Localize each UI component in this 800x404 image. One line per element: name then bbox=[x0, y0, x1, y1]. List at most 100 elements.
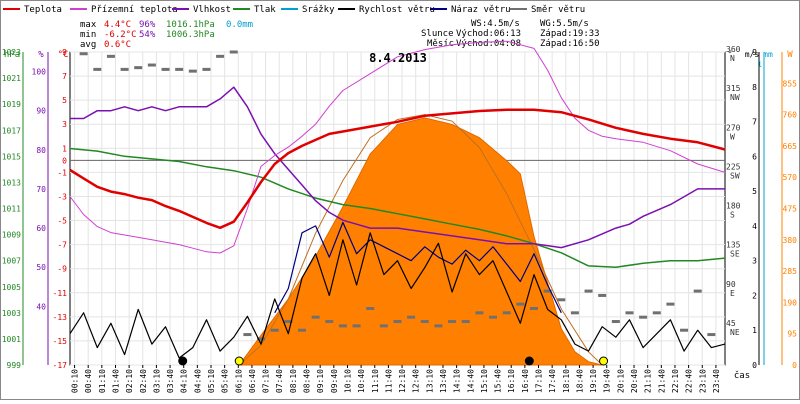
series-p-zemn-teplota bbox=[69, 40, 726, 254]
x-tick-label-20: 10:10 bbox=[343, 369, 352, 393]
x-tick-label-18: 09:10 bbox=[316, 369, 325, 393]
x-tick-label-21: 10:40 bbox=[357, 369, 366, 393]
series-teplota bbox=[69, 108, 726, 230]
x-tick-label-0: 00:10 bbox=[71, 369, 80, 393]
tick-temperature-7: -3 bbox=[57, 192, 67, 201]
x-tick-label-30: 15:10 bbox=[480, 369, 489, 393]
wind-direction-point-40 bbox=[625, 311, 634, 315]
tick-pressure-8: 1007 bbox=[2, 257, 21, 266]
compass-3: SW bbox=[730, 171, 740, 180]
series-n-raz-v-tru bbox=[274, 221, 562, 314]
x-tick-label-43: 21:40 bbox=[657, 369, 666, 393]
x-tick-label-47: 23:40 bbox=[712, 369, 721, 393]
wind-direction-point-20 bbox=[352, 324, 361, 328]
stats-max-rain: 0.0mm bbox=[226, 20, 253, 30]
wind-direction-point-19 bbox=[338, 324, 347, 328]
x-tick-label-38: 19:10 bbox=[589, 369, 598, 393]
tick-humidity-3: 70 bbox=[36, 185, 46, 194]
x-tick-label-23: 11:40 bbox=[384, 369, 393, 393]
stats-min-hum: 54% bbox=[139, 30, 156, 40]
wind-direction-point-11 bbox=[229, 50, 238, 54]
wind-ws: WS:4.5m/s bbox=[471, 19, 520, 29]
tick-wind-speed-5: 4 bbox=[752, 222, 757, 231]
x-tick-label-44: 22:10 bbox=[671, 369, 680, 393]
compass-5: SE bbox=[730, 250, 740, 259]
x-tick-label-22: 11:10 bbox=[371, 369, 380, 393]
wind-direction-point-46 bbox=[707, 333, 716, 337]
wind-direction-point-12 bbox=[243, 333, 252, 337]
legend-label-5: Rychlost větru bbox=[359, 5, 435, 15]
tick-wind-speed-7: 2 bbox=[752, 291, 757, 300]
stats-min-label: min bbox=[80, 30, 96, 40]
x-tick-label-40: 20:10 bbox=[616, 369, 625, 393]
legend-label-7: Směr větru bbox=[531, 5, 585, 15]
tick-pressure-10: 1003 bbox=[2, 309, 21, 318]
wind-direction-point-24 bbox=[407, 315, 416, 319]
tick-solar-1: 760 bbox=[783, 111, 798, 120]
x-axis-label: čas bbox=[734, 370, 750, 381]
moonset-marker bbox=[524, 356, 534, 366]
tick-direction-3: 225 bbox=[726, 162, 741, 171]
wind-direction-point-6 bbox=[161, 67, 170, 71]
tick-direction-1: 315 bbox=[726, 84, 741, 93]
wind-direction-point-33 bbox=[529, 306, 538, 310]
tick-wind-speed-0: 9 bbox=[752, 48, 757, 57]
x-tick-label-2: 01:10 bbox=[98, 369, 107, 393]
x-tick-label-26: 13:10 bbox=[425, 369, 434, 393]
tick-direction-5: 135 bbox=[726, 241, 741, 250]
tick-pressure-4: 1015 bbox=[2, 152, 21, 161]
stats-min-press: 1006.3hPa bbox=[166, 30, 215, 40]
tick-pressure-6: 1011 bbox=[2, 205, 21, 214]
wind-direction-point-14 bbox=[270, 328, 279, 332]
tick-solar-6: 285 bbox=[783, 267, 798, 276]
wind-direction-point-21 bbox=[366, 306, 375, 310]
tick-solar-9: 0 bbox=[792, 361, 797, 370]
legend-label-1: Přízemní teplota bbox=[91, 5, 178, 15]
wind-direction-point-8 bbox=[188, 69, 197, 73]
tick-humidity-4: 60 bbox=[36, 224, 46, 233]
tick-wind-speed-2: 7 bbox=[752, 118, 757, 127]
x-tick-label-45: 22:40 bbox=[685, 369, 694, 393]
wind-direction-point-17 bbox=[311, 315, 320, 319]
wind-direction-point-27 bbox=[448, 320, 457, 324]
stats-max-label: max bbox=[80, 20, 97, 30]
wind-direction-point-29 bbox=[475, 311, 484, 315]
chart-title: 8.4.2013 bbox=[369, 51, 427, 65]
wind-direction-point-32 bbox=[516, 302, 525, 306]
wind-wg: WG:5.5m/s bbox=[540, 19, 589, 29]
tick-solar-8: 95 bbox=[787, 330, 797, 339]
stats-max-hum: 96% bbox=[139, 20, 156, 30]
x-tick-label-35: 17:40 bbox=[548, 369, 557, 393]
x-tick-label-17: 08:40 bbox=[303, 369, 312, 393]
wind-direction-point-41 bbox=[639, 315, 648, 319]
tick-solar-2: 665 bbox=[783, 142, 798, 151]
tick-rain-0: 1 bbox=[757, 60, 762, 69]
compass-4: S bbox=[730, 211, 735, 220]
x-tick-label-32: 16:10 bbox=[507, 369, 516, 393]
x-tick-label-3: 01:40 bbox=[111, 369, 120, 393]
tick-solar-3: 570 bbox=[783, 173, 798, 182]
tick-temperature-8: -5 bbox=[57, 217, 67, 226]
tick-pressure-11: 1001 bbox=[2, 335, 21, 344]
tick-wind-speed-3: 6 bbox=[752, 152, 757, 161]
tick-direction-0: 360 bbox=[726, 45, 741, 54]
sunrise-marker bbox=[234, 356, 244, 366]
legend-label-2: Vlhkost bbox=[193, 5, 231, 15]
wind-direction-point-15 bbox=[284, 320, 293, 324]
tick-humidity-5: 50 bbox=[36, 263, 46, 272]
tick-pressure-0: 1023 bbox=[2, 48, 21, 57]
tick-wind-speed-9: 0 bbox=[752, 361, 757, 370]
tick-pressure-9: 1005 bbox=[2, 283, 21, 292]
x-tick-label-11: 05:40 bbox=[221, 369, 230, 393]
wind-direction-point-34 bbox=[543, 289, 552, 293]
tick-humidity-1: 90 bbox=[36, 107, 46, 116]
tick-temperature-11: -11 bbox=[53, 289, 68, 298]
sun-label: Slunce bbox=[421, 29, 454, 39]
tick-pressure-3: 1017 bbox=[2, 126, 21, 135]
axes-layer: 1023102110191017101510131011100910071005… bbox=[2, 45, 797, 393]
x-tick-label-9: 04:40 bbox=[193, 369, 202, 393]
tick-temperature-2: 5 bbox=[62, 96, 67, 105]
wind-direction-point-31 bbox=[502, 311, 511, 315]
